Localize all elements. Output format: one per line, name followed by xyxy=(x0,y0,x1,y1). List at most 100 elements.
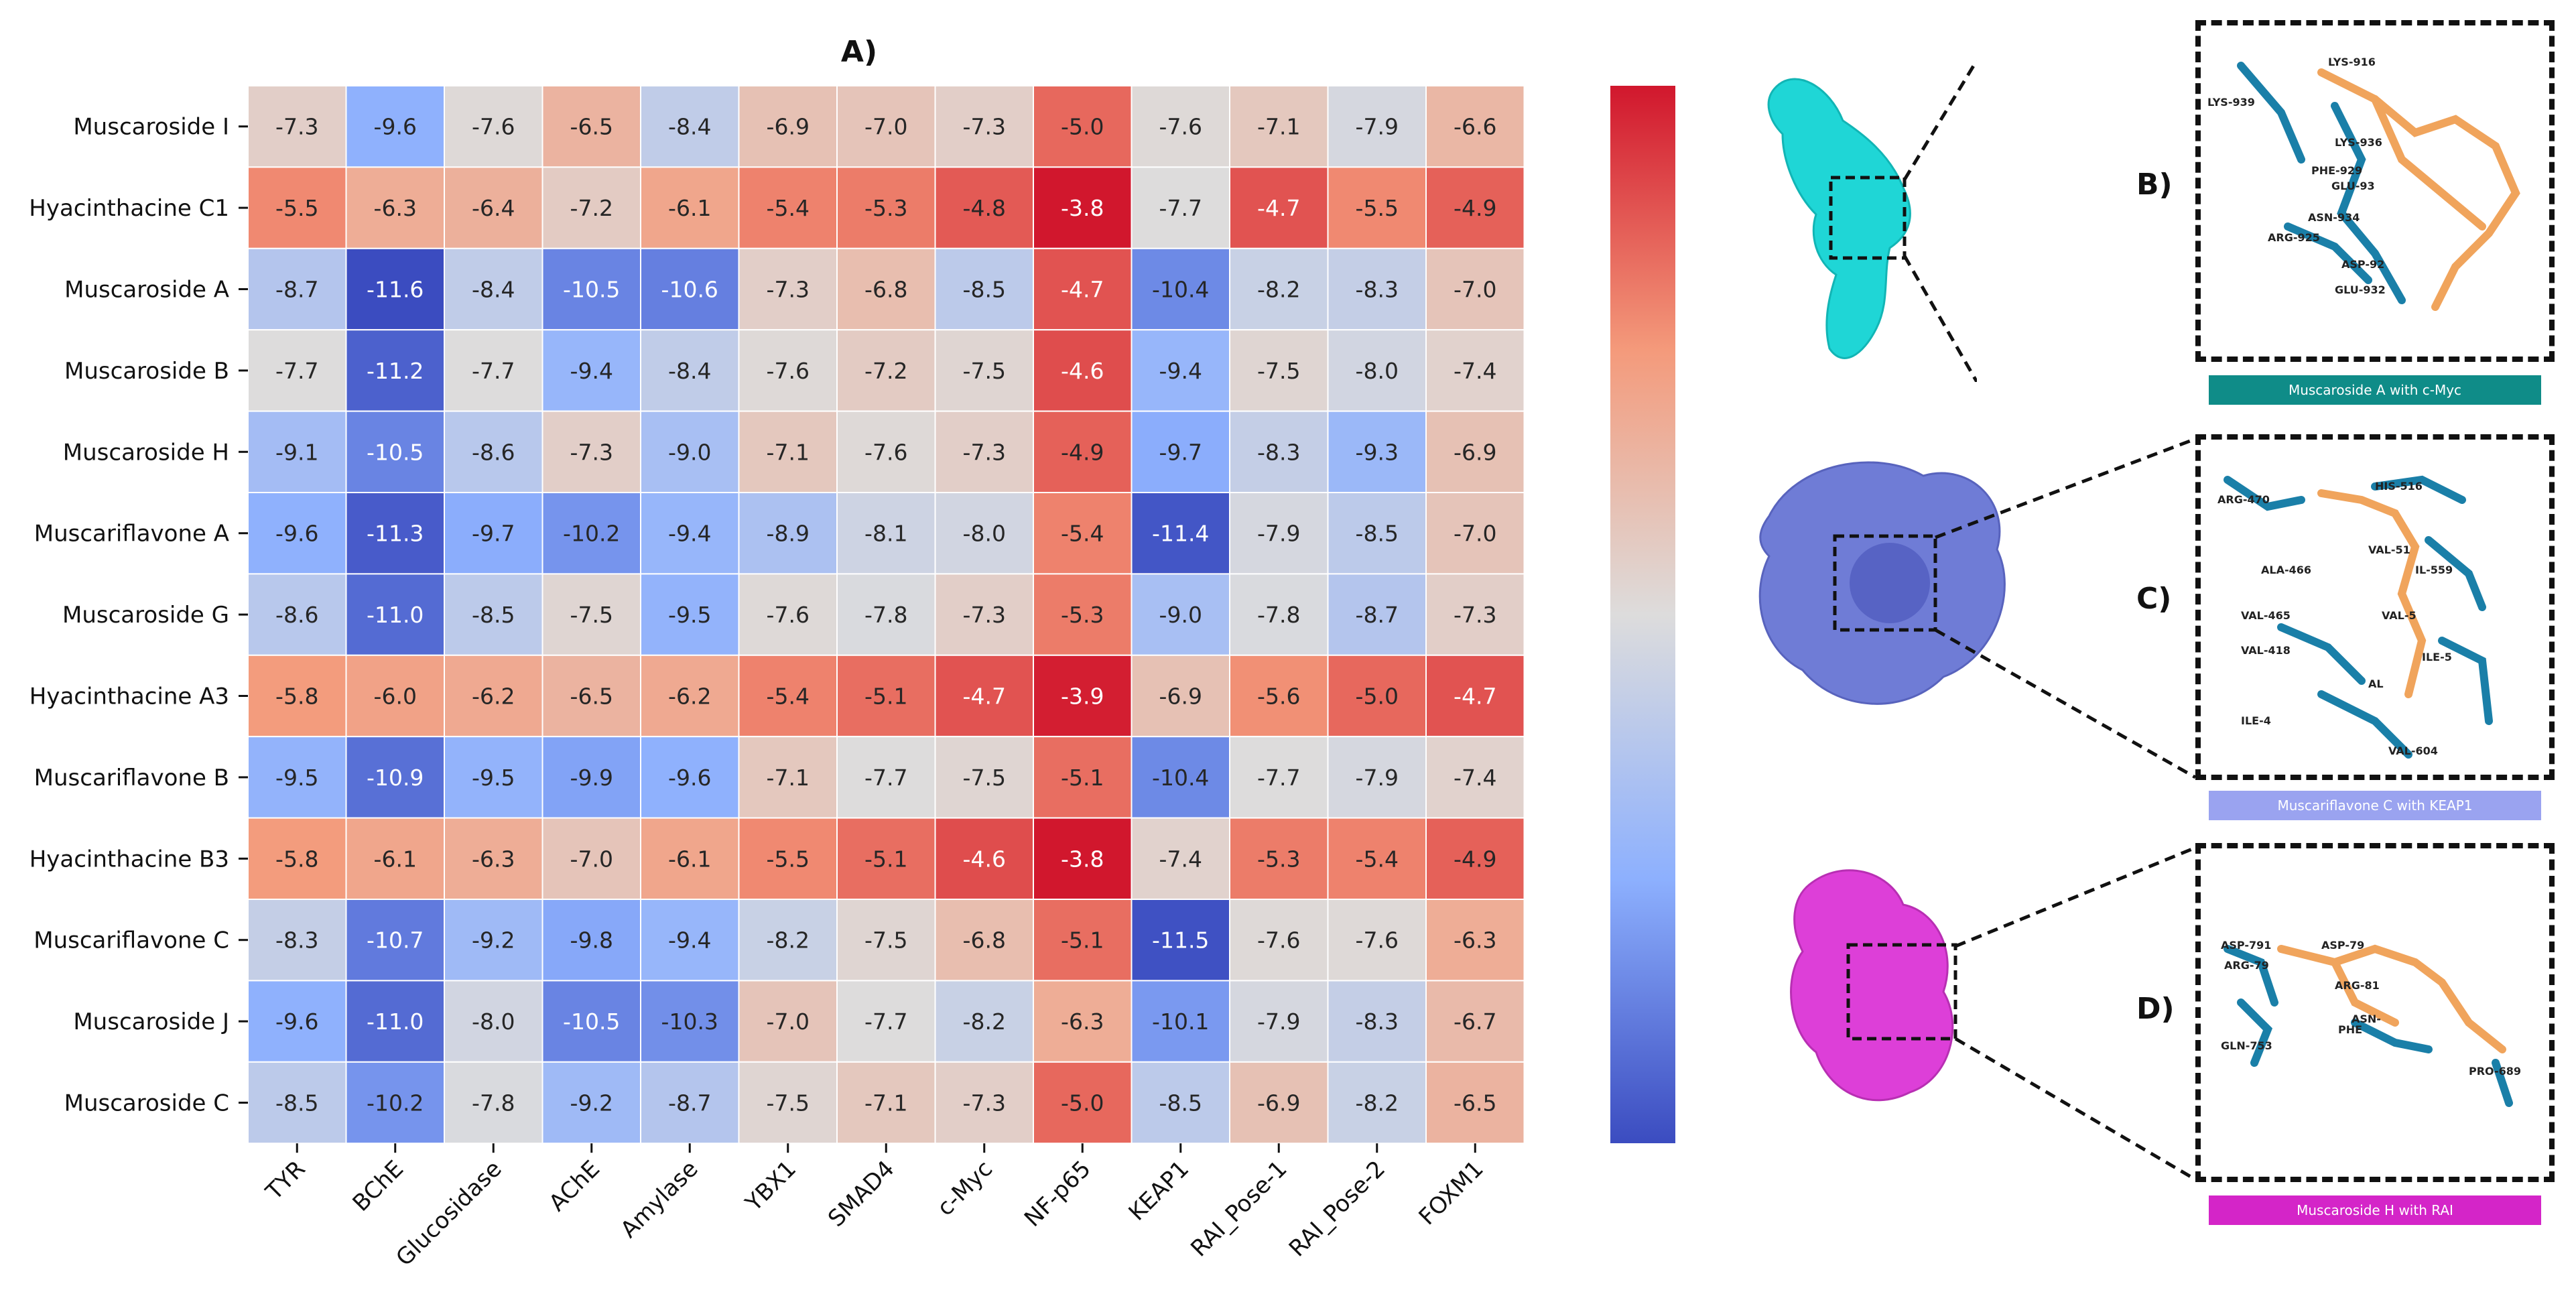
heatmap-cell xyxy=(247,817,347,900)
column-label: FOXM1 xyxy=(1414,1155,1489,1230)
heatmap-cell xyxy=(541,166,641,249)
heatmap-cell-value: -8.5 xyxy=(472,602,515,628)
heatmap-cell xyxy=(934,166,1034,249)
heatmap-cell-value: -5.1 xyxy=(864,684,907,710)
heatmap-cell-value: -6.2 xyxy=(472,684,515,710)
heatmap-cell-value: -7.3 xyxy=(767,277,810,303)
heatmap-cell xyxy=(541,410,641,493)
heatmap-cell-value: -8.4 xyxy=(472,277,515,303)
heatmap-cell xyxy=(444,817,543,900)
heatmap-cell xyxy=(541,573,641,656)
panel-b-surface xyxy=(1767,60,1977,382)
column-label: RAI_Pose-1 xyxy=(1185,1155,1292,1262)
heatmap-cell-value: -7.2 xyxy=(864,358,907,384)
heatmap-cell xyxy=(738,573,838,656)
panel-d-surface xyxy=(1790,846,2197,1181)
heatmap-cell-value: -8.6 xyxy=(275,602,318,628)
heatmap-cell-value: -7.8 xyxy=(864,602,907,628)
heatmap-cell-value: -9.6 xyxy=(275,521,318,547)
column-label: TYR xyxy=(261,1155,311,1206)
heatmap-cell-value: -8.5 xyxy=(275,1090,318,1116)
panel-d-ligand-view: ASP-791 ASP-79 ARG-79 ARG-81 ASN-PHE GLN-753 P… xyxy=(2221,939,2521,1107)
heatmap-cell-value: -9.1 xyxy=(275,439,318,465)
heatmap-cell xyxy=(541,329,641,412)
heatmap-cell-value: -3.8 xyxy=(1061,195,1104,221)
row-label: Muscariflavone C xyxy=(34,927,229,954)
heatmap-cell-value: -5.6 xyxy=(1257,684,1300,710)
residue-label: ASN- xyxy=(2352,1013,2381,1025)
heatmap-cell-value: -5.4 xyxy=(767,195,810,221)
residue-label: ASP-791 xyxy=(2221,939,2271,952)
heatmap-cell xyxy=(934,492,1034,575)
residue-label: LYS-916 xyxy=(2328,56,2376,68)
row-label: Hyacinthacine A3 xyxy=(29,684,229,710)
panel-b-zoom-box: LYS-916 LYS-939 LYS-936 PHE-929 GLU-93 ASN-93… xyxy=(2195,20,2555,362)
heatmap-cell-labels: -7.3 -9.6 -7.6 -6.5 -8.4 -6.9 -7.0 -7.3 -5.0 -7.6… xyxy=(275,114,1496,1116)
heatmap-cell xyxy=(1425,329,1525,412)
heatmap-cell xyxy=(836,980,936,1063)
column-label: AChE xyxy=(544,1155,606,1217)
heatmap-cell xyxy=(1229,817,1329,900)
heatmap-cell xyxy=(541,817,641,900)
heatmap-cell xyxy=(1425,980,1525,1063)
row-label: Muscariflavone A xyxy=(34,521,229,547)
heatmap-cell xyxy=(1425,410,1525,493)
heatmap-cell-value: -10.9 xyxy=(367,765,424,791)
heatmap-cell-value: -8.5 xyxy=(963,277,1006,303)
heatmap-cell xyxy=(934,85,1034,168)
column-label: BChE xyxy=(348,1155,409,1217)
heatmap-cell-value: -9.5 xyxy=(275,765,318,791)
row-label: Muscaroside C xyxy=(64,1090,229,1117)
heatmap-cell-value: -7.3 xyxy=(963,439,1006,465)
heatmap-cell-value: -5.4 xyxy=(1061,521,1104,547)
heatmap-cell-value: -11.6 xyxy=(367,277,424,303)
heatmap-cell xyxy=(1131,329,1230,412)
heatmap-cell-value: -8.0 xyxy=(472,1009,515,1035)
heatmap-cell-value: -10.5 xyxy=(563,1009,620,1035)
heatmap-cell-value: -4.6 xyxy=(1061,358,1104,384)
panel-c-zoom-box: HIS-516 ARG-470 VAL-51 IL-559 ALA-466 VAL-465… xyxy=(2195,434,2555,780)
heatmap-cell-value: -5.5 xyxy=(275,195,318,221)
heatmap-cell-value: -7.7 xyxy=(275,358,318,384)
heatmap-cell-value: -7.9 xyxy=(1257,1009,1300,1035)
heatmap-cell-value: -6.9 xyxy=(767,114,810,140)
heatmap-cell xyxy=(738,817,838,900)
heatmap-cell xyxy=(345,247,445,331)
heatmap-cell xyxy=(640,492,740,575)
heatmap-cell xyxy=(1425,573,1525,656)
heatmap-cell-value: -7.7 xyxy=(1159,195,1202,221)
heatmap-cell-value: -7.1 xyxy=(1257,114,1300,140)
heatmap-cell-value: -10.1 xyxy=(1152,1009,1209,1035)
heatmap-cell xyxy=(1033,980,1133,1063)
heatmap-cell xyxy=(345,492,445,575)
heatmap-cell-value: -4.7 xyxy=(963,684,1006,710)
heatmap-cell-value: -4.9 xyxy=(1454,195,1496,221)
residue-label: PHE xyxy=(2338,1023,2362,1036)
panel-c-surface xyxy=(1758,437,2197,779)
panel-d-label: D) xyxy=(2136,992,2175,1026)
heatmap-cell xyxy=(1033,329,1133,412)
heatmap-cell xyxy=(738,85,838,168)
heatmap-cell-value: -7.0 xyxy=(570,846,613,872)
heatmap-cell xyxy=(345,980,445,1063)
heatmap-cell xyxy=(836,410,936,493)
residue-label: LYS-939 xyxy=(2207,96,2255,109)
heatmap-cell xyxy=(1033,817,1133,900)
heatmap-cell-value: -8.6 xyxy=(472,439,515,465)
heatmap-cell xyxy=(640,899,740,982)
heatmap-cell-value: -6.3 xyxy=(1061,1009,1104,1035)
heatmap-cell-value: -5.5 xyxy=(767,846,810,872)
heatmap-cell-value: -7.7 xyxy=(472,358,515,384)
heatmap-cell xyxy=(1327,410,1427,493)
heatmap-cell xyxy=(1229,654,1329,738)
heatmap-cell-value: -11.2 xyxy=(367,358,424,384)
heatmap-cell-value: -7.9 xyxy=(1356,114,1399,140)
heatmap-cell xyxy=(444,980,543,1063)
heatmap-cell-value: -7.1 xyxy=(864,1090,907,1116)
heatmap-cell xyxy=(1033,166,1133,249)
row-label: Muscaroside J xyxy=(73,1009,229,1035)
heatmap-cell-value: -5.1 xyxy=(1061,927,1104,954)
heatmap-cell xyxy=(1229,492,1329,575)
heatmap-cell-value: -4.6 xyxy=(963,846,1006,872)
heatmap-cell-value: -9.6 xyxy=(668,765,711,791)
